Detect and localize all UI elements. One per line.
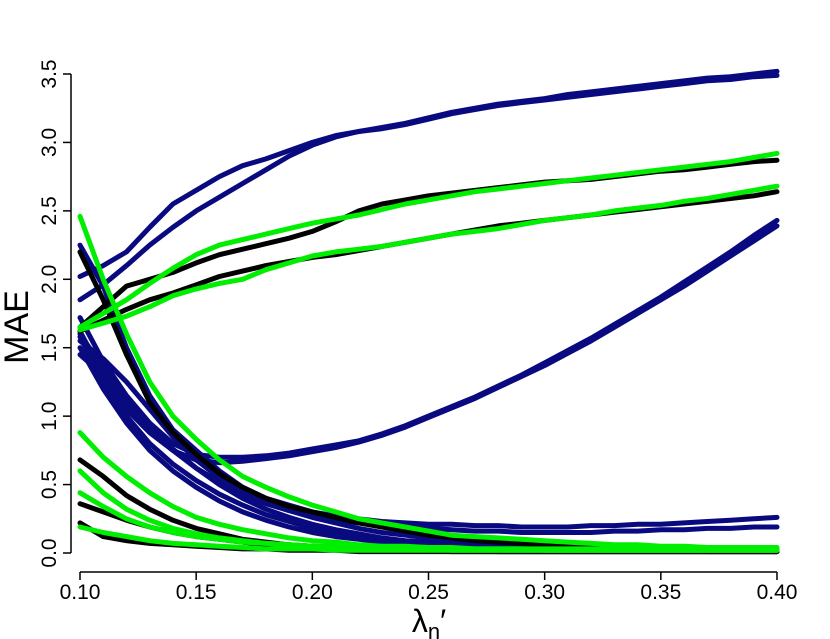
series-line-1 bbox=[77, 68, 780, 279]
x-tick-label: 0.35 bbox=[640, 581, 681, 604]
series-line-5 bbox=[77, 242, 780, 530]
y-tick-label: 0.0 bbox=[38, 538, 61, 567]
x-tick-label: 0.15 bbox=[176, 581, 217, 604]
y-axis-label: MAE bbox=[0, 290, 36, 364]
series-line-18 bbox=[77, 183, 780, 333]
series-line-19 bbox=[77, 213, 780, 550]
x-axis-label: λn′ bbox=[412, 603, 446, 639]
series-line-12 bbox=[77, 157, 780, 330]
y-tick-label: 3.0 bbox=[38, 128, 61, 157]
series-line-6 bbox=[77, 331, 780, 535]
series-lines bbox=[77, 68, 780, 555]
x-tick-label: 0.25 bbox=[408, 581, 449, 604]
y-tick-label: 1.0 bbox=[38, 402, 61, 431]
series-line-17 bbox=[77, 150, 780, 330]
series-line-2 bbox=[77, 72, 780, 303]
y-tick-label: 2.5 bbox=[38, 196, 61, 225]
x-tick-label: 0.40 bbox=[757, 581, 798, 604]
x-tick-label: 0.30 bbox=[524, 581, 565, 604]
series-line-23 bbox=[77, 524, 780, 553]
y-tick-label: 3.5 bbox=[38, 59, 61, 88]
x-tick-label: 0.20 bbox=[292, 581, 333, 604]
series-line-3 bbox=[77, 217, 780, 460]
y-tick-label: 0.5 bbox=[38, 470, 61, 499]
y-tick-label: 1.5 bbox=[38, 333, 61, 362]
x-tick-label: 0.10 bbox=[60, 581, 101, 604]
axes: 0.10 0.15 0.20 0.25 0.30 0.35 0.40 0.0 0.5 1.0 1.5… bbox=[38, 59, 797, 604]
y-tick-label: 2.0 bbox=[38, 265, 61, 294]
series-line-9 bbox=[77, 352, 780, 553]
series-line-13 bbox=[77, 249, 780, 553]
